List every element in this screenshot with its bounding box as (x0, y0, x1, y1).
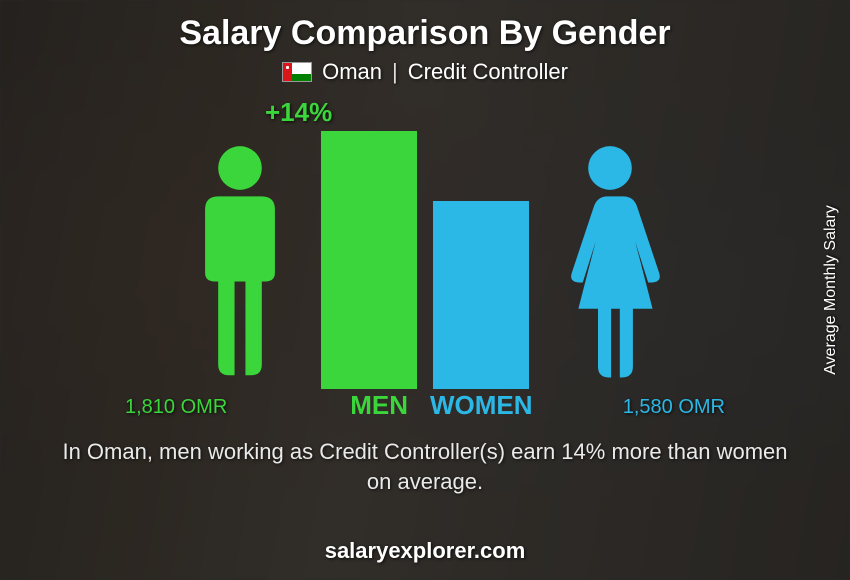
country-label: Oman (322, 59, 382, 85)
infographic-content: Salary Comparison By Gender Oman | Credi… (0, 0, 850, 580)
source-label: salaryexplorer.com (325, 538, 526, 564)
bar-group (321, 131, 529, 389)
value-women: 1,580 OMR (623, 396, 725, 419)
man-icon (185, 144, 295, 389)
value-men: 1,810 OMR (125, 396, 227, 419)
bar-men (321, 131, 417, 389)
category-men: MEN (312, 390, 408, 421)
subtitle-row: Oman | Credit Controller (282, 59, 568, 85)
y-axis-label: Average Monthly Salary (822, 205, 840, 375)
difference-label: +14% (265, 97, 332, 128)
page-title: Salary Comparison By Gender (179, 14, 670, 53)
chart-area: +14% MEN WOMEN 1, (65, 103, 785, 423)
job-title-label: Credit Controller (408, 59, 568, 85)
category-labels: MEN WOMEN (312, 390, 538, 421)
category-women: WOMEN (430, 390, 538, 421)
bar-women (433, 201, 529, 389)
description-text: In Oman, men working as Credit Controlle… (55, 437, 795, 496)
oman-flag-icon (282, 62, 312, 82)
separator: | (392, 59, 398, 85)
woman-icon (555, 144, 665, 389)
